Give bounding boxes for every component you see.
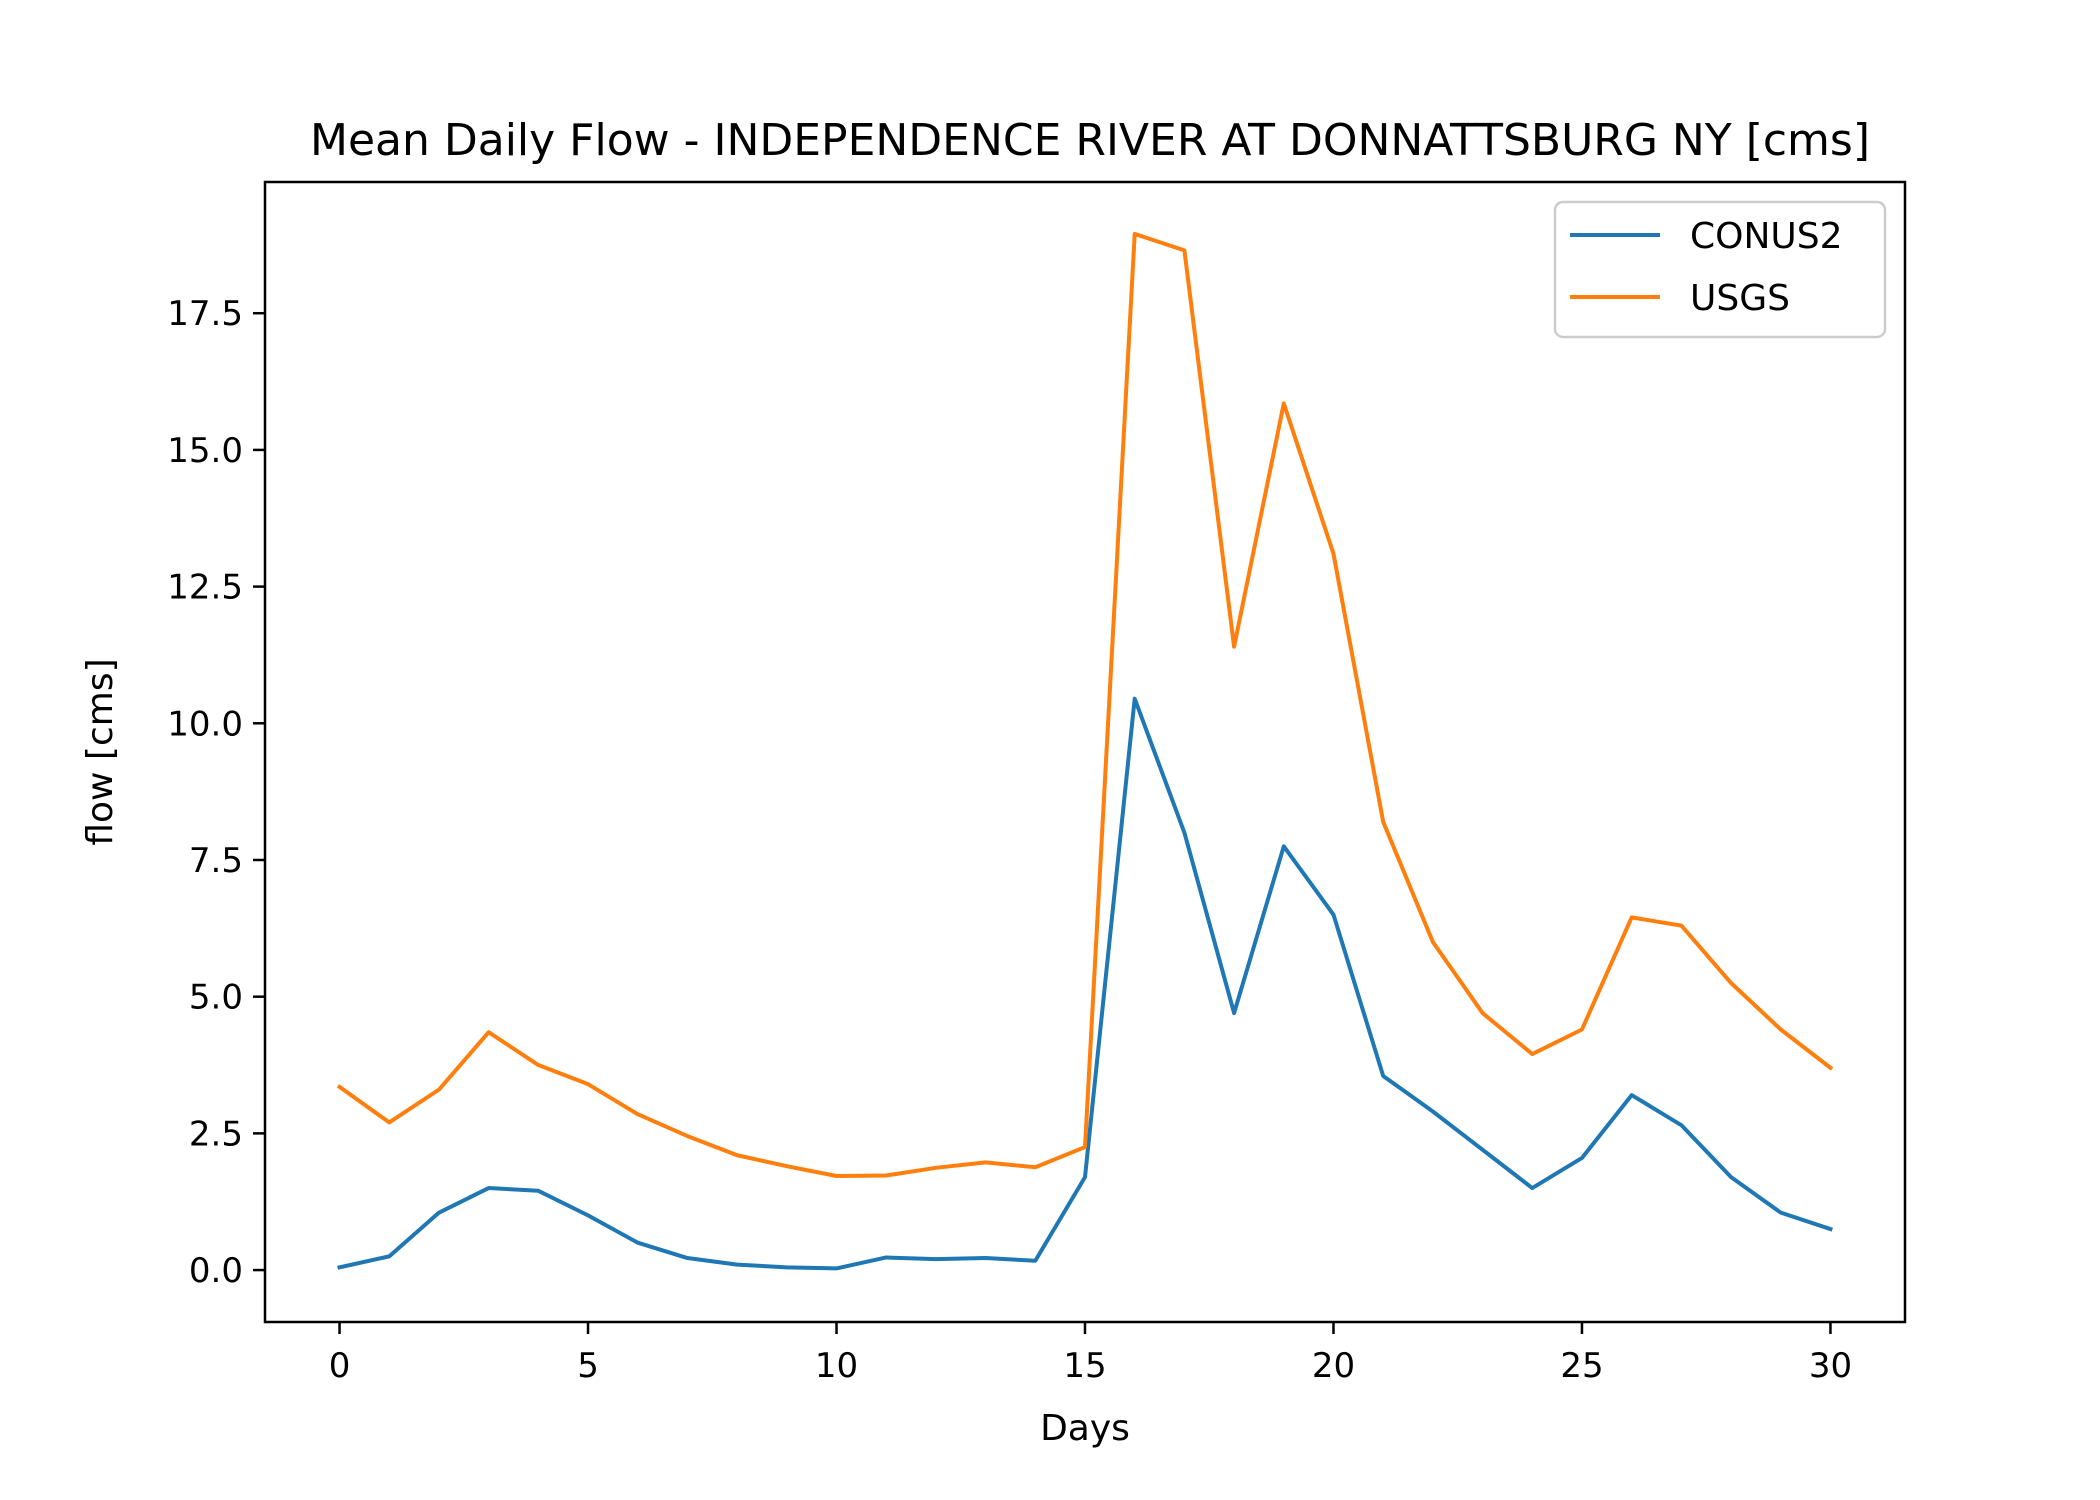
plot-background — [265, 182, 1905, 1322]
series-line-usgs — [336, 231, 1834, 1179]
legend-label-conus2: CONUS2 — [1690, 216, 1843, 257]
y-axis: 0.0 2.5 5.0 7.5 10.0 12.5 15.0 17.5 — [167, 294, 265, 1291]
x-tick-label: 0 — [329, 1346, 351, 1386]
x-axis: 0 5 10 15 20 25 30 — [329, 1322, 1852, 1386]
x-tick-label: 25 — [1560, 1346, 1603, 1386]
y-tick-label: 5.0 — [189, 978, 243, 1018]
y-tick-label: 7.5 — [189, 841, 243, 881]
x-tick-label: 15 — [1063, 1346, 1106, 1386]
x-tick-label: 20 — [1312, 1346, 1355, 1386]
x-tick-label: 30 — [1809, 1346, 1852, 1386]
chart-title: Mean Daily Flow - INDEPENDENCE RIVER AT … — [310, 115, 1870, 166]
legend-label-usgs: USGS — [1690, 278, 1790, 319]
y-tick-label: 10.0 — [167, 704, 243, 744]
plot-area — [265, 182, 1905, 1322]
series-layer — [336, 231, 1834, 1271]
series-line-conus2 — [337, 696, 1833, 1271]
legend: CONUS2 USGS — [1553, 200, 1887, 339]
y-tick-label: 2.5 — [189, 1114, 243, 1154]
y-tick-label: 15.0 — [167, 431, 243, 471]
x-axis-label: Days — [1040, 1408, 1130, 1449]
y-axis-label: flow [cms] — [80, 658, 121, 845]
x-tick-label: 5 — [577, 1346, 599, 1386]
x-tick-label: 10 — [815, 1346, 858, 1386]
y-tick-label: 12.5 — [167, 568, 243, 608]
y-tick-label: 0.0 — [189, 1251, 243, 1291]
y-tick-label: 17.5 — [167, 294, 243, 334]
